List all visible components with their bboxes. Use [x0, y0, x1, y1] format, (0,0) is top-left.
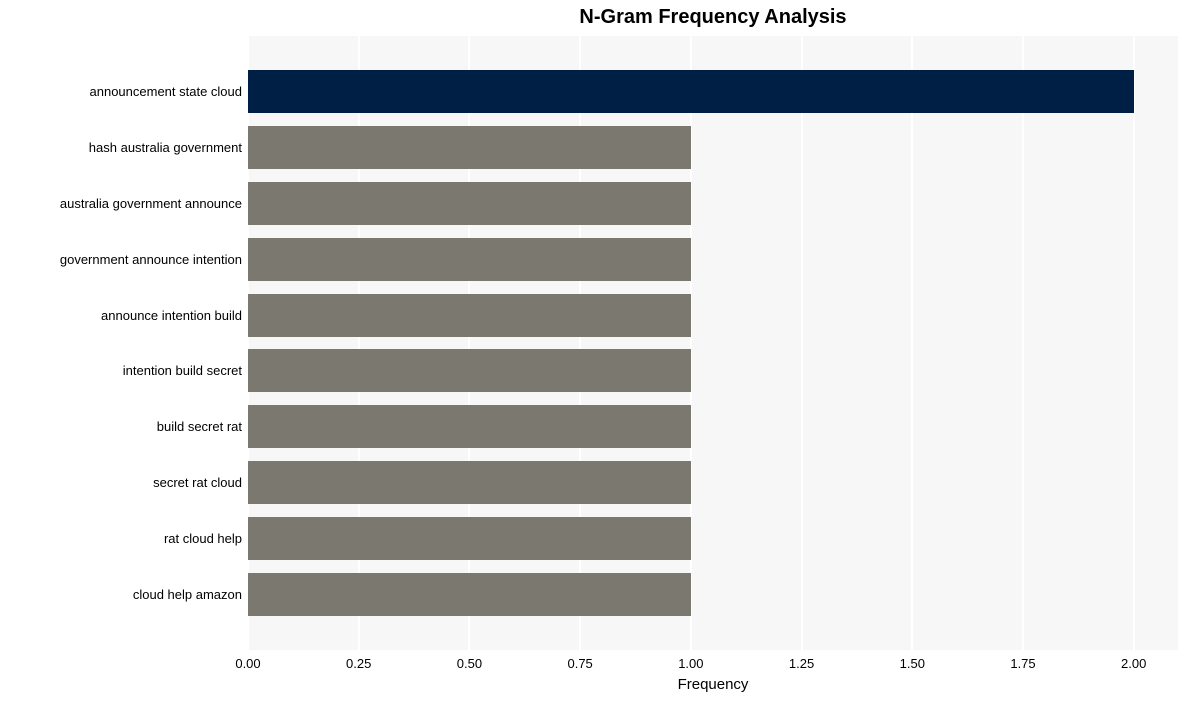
y-category-label: hash australia government — [89, 140, 242, 155]
bar — [248, 517, 691, 560]
chart-container: N-Gram Frequency Analysis Frequency 0.00… — [0, 0, 1188, 701]
bar — [248, 238, 691, 281]
chart-title: N-Gram Frequency Analysis — [248, 6, 1178, 29]
bar — [248, 294, 691, 337]
x-tick-label: 1.00 — [678, 656, 703, 671]
y-category-label: announce intention build — [101, 308, 242, 323]
y-category-label: australia government announce — [60, 196, 242, 211]
x-tick-label: 0.75 — [567, 656, 592, 671]
y-category-label: government announce intention — [60, 252, 242, 267]
x-axis-label: Frequency — [248, 676, 1178, 693]
bar — [248, 349, 691, 392]
y-category-label: build secret rat — [157, 419, 242, 434]
bar — [248, 461, 691, 504]
gridline — [1133, 36, 1135, 650]
y-category-label: secret rat cloud — [153, 475, 242, 490]
y-category-label: announcement state cloud — [90, 84, 243, 99]
bar — [248, 70, 1134, 113]
x-tick-label: 0.25 — [346, 656, 371, 671]
gridline — [911, 36, 913, 650]
x-tick-label: 2.00 — [1121, 656, 1146, 671]
bar — [248, 573, 691, 616]
y-category-label: intention build secret — [123, 363, 242, 378]
x-tick-label: 0.00 — [235, 656, 260, 671]
y-category-label: rat cloud help — [164, 531, 242, 546]
plot-area — [248, 36, 1178, 650]
x-tick-label: 1.75 — [1010, 656, 1035, 671]
bar — [248, 182, 691, 225]
gridline — [1022, 36, 1024, 650]
gridline — [801, 36, 803, 650]
x-tick-label: 1.25 — [789, 656, 814, 671]
x-tick-label: 1.50 — [900, 656, 925, 671]
bar — [248, 126, 691, 169]
bar — [248, 405, 691, 448]
x-tick-label: 0.50 — [457, 656, 482, 671]
y-category-label: cloud help amazon — [133, 587, 242, 602]
